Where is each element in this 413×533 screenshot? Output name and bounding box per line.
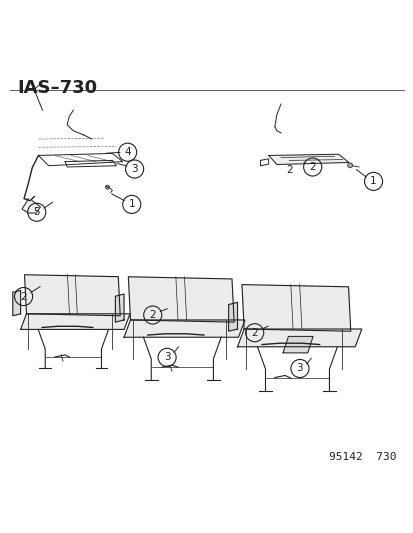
Circle shape xyxy=(105,185,109,189)
Circle shape xyxy=(347,163,352,168)
Polygon shape xyxy=(24,274,120,316)
Polygon shape xyxy=(21,314,130,329)
Text: 3: 3 xyxy=(164,352,170,362)
Text: IAS–730: IAS–730 xyxy=(18,79,98,98)
Text: 4: 4 xyxy=(124,147,131,157)
Text: 3: 3 xyxy=(131,164,138,174)
Polygon shape xyxy=(128,277,234,322)
Polygon shape xyxy=(228,302,237,331)
Polygon shape xyxy=(13,290,21,316)
Text: 3: 3 xyxy=(296,364,302,374)
Polygon shape xyxy=(268,154,348,165)
Text: 1: 1 xyxy=(369,176,376,187)
Text: 2: 2 xyxy=(251,328,257,338)
Text: 2: 2 xyxy=(285,165,292,175)
Polygon shape xyxy=(22,199,40,213)
Text: 2: 2 xyxy=(149,310,156,320)
Text: 5: 5 xyxy=(33,207,40,217)
Text: 2: 2 xyxy=(20,292,27,302)
Polygon shape xyxy=(115,294,124,322)
Text: 2: 2 xyxy=(309,162,315,172)
Polygon shape xyxy=(124,320,244,337)
Polygon shape xyxy=(241,285,350,331)
Text: 1: 1 xyxy=(128,199,135,209)
Polygon shape xyxy=(282,336,312,353)
Text: 95142  730: 95142 730 xyxy=(328,452,395,462)
Polygon shape xyxy=(237,329,361,347)
